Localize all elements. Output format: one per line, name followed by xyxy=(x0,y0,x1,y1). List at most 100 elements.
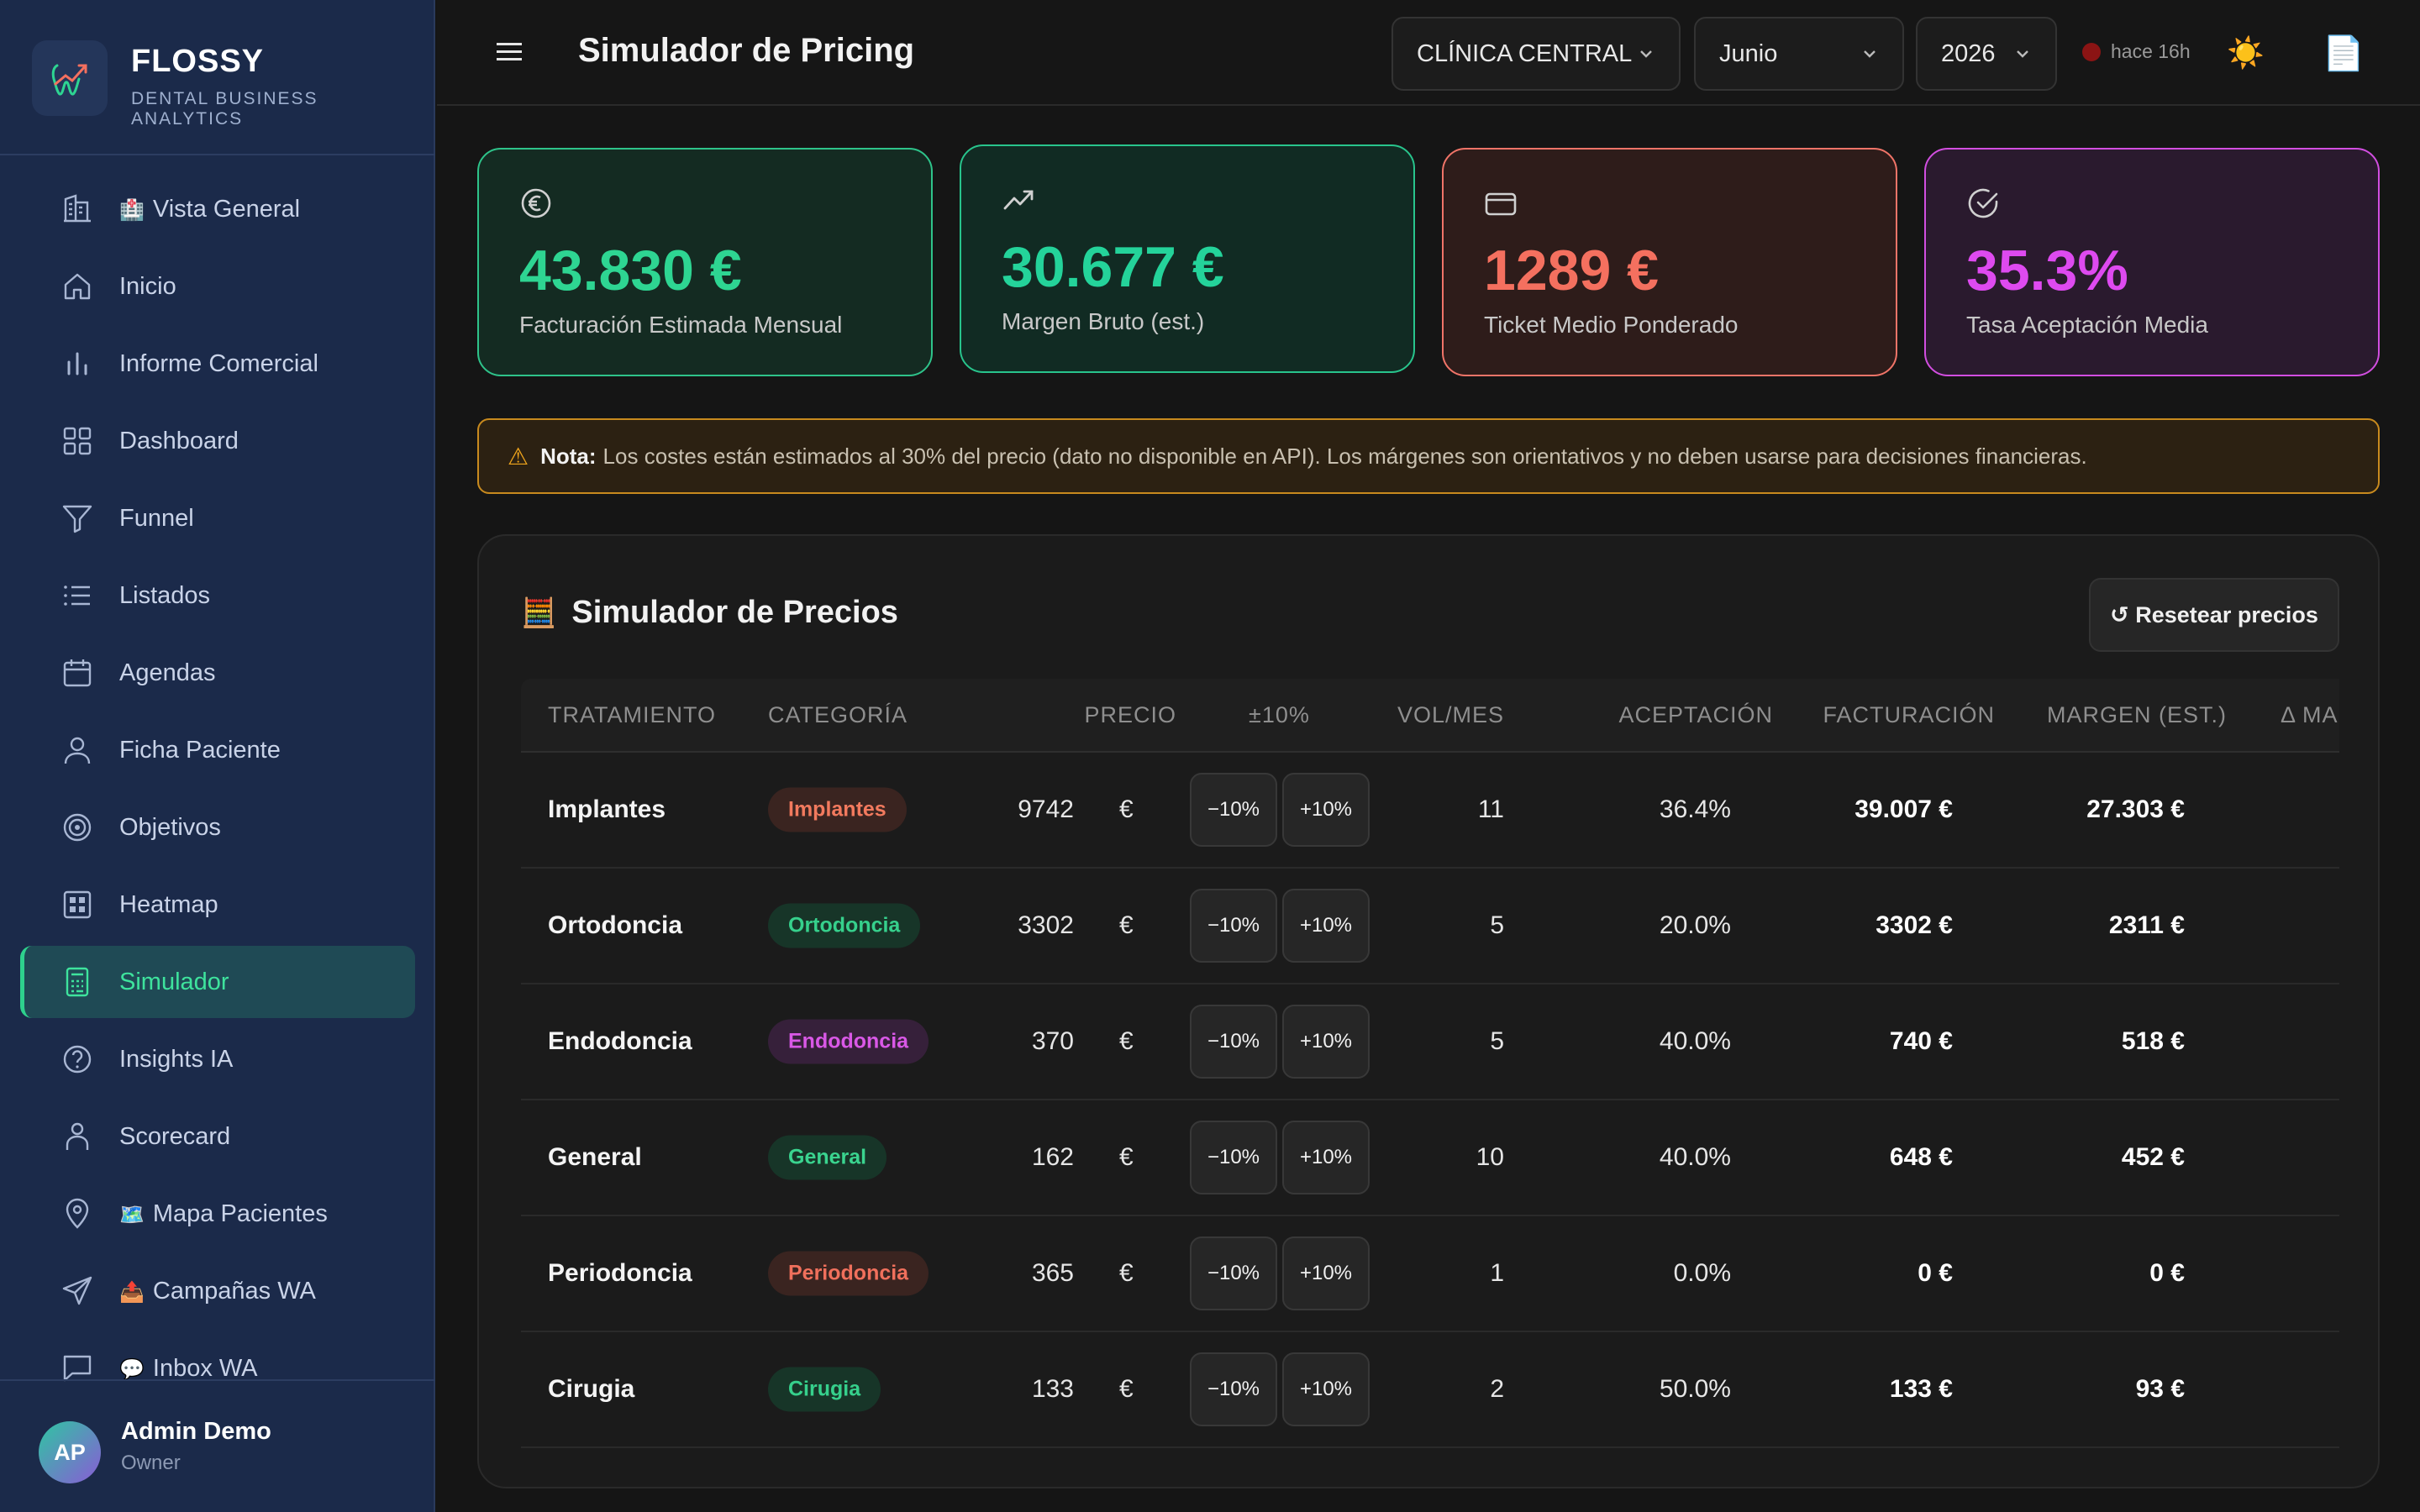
clinic-select[interactable]: CLÍNICA CENTRAL xyxy=(1392,17,1681,91)
sun-icon[interactable]: ☀️ xyxy=(2227,35,2265,70)
kpi-label: Ticket Medio Ponderado xyxy=(1484,312,1739,338)
sidebar-item-funnel[interactable]: Funnel xyxy=(20,482,415,554)
sidebar-item-heatmap[interactable]: Heatmap xyxy=(20,869,415,941)
document-icon[interactable]: 📄 xyxy=(2323,35,2365,72)
sidebar-item-inicio[interactable]: Inicio xyxy=(20,250,415,323)
increase-price-button[interactable]: +10% xyxy=(1282,1005,1370,1079)
kpi-value: 1289 € xyxy=(1484,239,1659,302)
chevron-down-icon xyxy=(1864,50,1876,58)
column-header: CATEGORÍA xyxy=(768,702,908,727)
building-icon xyxy=(60,192,94,226)
decrease-price-button[interactable]: −10% xyxy=(1190,1121,1277,1194)
decrease-price-button[interactable]: −10% xyxy=(1190,773,1277,847)
category-badge: General xyxy=(768,1135,887,1180)
price-value: 370 xyxy=(1031,1027,1074,1055)
sidebar-item-insights-ia[interactable]: Insights IA xyxy=(20,1023,415,1095)
menu-icon[interactable] xyxy=(492,35,526,69)
sidebar-item-campañas-wa[interactable]: 📤 Campañas WA xyxy=(20,1255,415,1327)
year-select[interactable]: 2026 xyxy=(1916,17,2057,91)
price-value: 9742 xyxy=(1018,795,1074,823)
billing-value: 0 € xyxy=(1918,1259,1953,1287)
decrease-price-button[interactable]: −10% xyxy=(1190,1005,1277,1079)
increase-price-button[interactable]: +10% xyxy=(1282,1352,1370,1426)
sidebar-item-label: Ficha Paciente xyxy=(119,737,281,764)
sidebar-item-listados[interactable]: Listados xyxy=(20,559,415,632)
treatment-name: Periodoncia xyxy=(548,1259,692,1287)
avatar[interactable]: AP xyxy=(39,1421,101,1483)
billing-value: 39.007 € xyxy=(1854,795,1953,823)
tooth-logo-icon[interactable] xyxy=(32,40,108,116)
send-icon xyxy=(60,1274,94,1308)
sidebar-item-text: Mapa Pacientes xyxy=(152,1200,328,1227)
margin-value: 2311 € xyxy=(2108,911,2185,939)
sidebar-item-label: 🗺️ Mapa Pacientes xyxy=(119,1200,328,1228)
user-profile[interactable]: AP Admin Demo Owner xyxy=(0,1379,435,1512)
sidebar-item-agendas[interactable]: Agendas xyxy=(20,637,415,709)
chevron-down-icon xyxy=(1640,50,1652,58)
topbar: Simulador de Pricing CLÍNICA CENTRAL Jun… xyxy=(437,0,2420,106)
margin-value: 0 € xyxy=(2149,1259,2185,1287)
treatment-name: Cirugia xyxy=(548,1375,635,1403)
sidebar: FLOSSY DENTAL BUSINESS ANALYTICS 🏥 Vista … xyxy=(0,0,435,1512)
treatment-name: Ortodoncia xyxy=(548,911,683,939)
sidebar-item-inbox-wa[interactable]: 💬 Inbox WA xyxy=(20,1332,415,1404)
sidebar-item-scorecard[interactable]: Scorecard xyxy=(20,1100,415,1173)
decrease-price-button[interactable]: −10% xyxy=(1190,889,1277,963)
billing-value: 740 € xyxy=(1889,1027,1953,1055)
brand-name: FLOSSY xyxy=(131,44,265,79)
month-select[interactable]: Junio xyxy=(1694,17,1904,91)
help-circle-icon xyxy=(60,1042,94,1076)
sidebar-item-text: Informe Comercial xyxy=(119,349,318,377)
volume-value: 11 xyxy=(1477,795,1504,823)
increase-price-button[interactable]: +10% xyxy=(1282,889,1370,963)
sidebar-item-label: Heatmap xyxy=(119,891,218,919)
acceptance-value: 20.0% xyxy=(1659,911,1731,939)
kpi-label: Facturación Estimada Mensual xyxy=(519,312,843,338)
treatment-name: Endodoncia xyxy=(548,1027,692,1055)
decrease-price-button[interactable]: −10% xyxy=(1190,1352,1277,1426)
acceptance-value: 50.0% xyxy=(1659,1375,1731,1403)
sidebar-item-vista-general[interactable]: 🏥 Vista General xyxy=(20,173,415,245)
sidebar-item-simulador[interactable]: Simulador xyxy=(20,946,415,1018)
sidebar-item-objetivos[interactable]: Objetivos xyxy=(20,791,415,864)
margin-value: 452 € xyxy=(2121,1143,2185,1171)
increase-price-button[interactable]: +10% xyxy=(1282,1121,1370,1194)
treatment-name: General xyxy=(548,1143,642,1171)
sidebar-item-mapa-pacientes[interactable]: 🗺️ Mapa Pacientes xyxy=(20,1178,415,1250)
credit-card-icon xyxy=(1485,192,1517,216)
funnel-icon xyxy=(60,501,94,535)
sidebar-item-informe-comercial[interactable]: Informe Comercial xyxy=(20,328,415,400)
acceptance-value: 40.0% xyxy=(1659,1027,1731,1055)
price-value: 133 xyxy=(1031,1375,1074,1403)
kpi-label: Tasa Aceptación Media xyxy=(1966,312,2208,338)
sidebar-item-ficha-paciente[interactable]: Ficha Paciente xyxy=(20,714,415,786)
month-select-value: Junio xyxy=(1719,39,1778,67)
column-header: ±10% xyxy=(1249,702,1310,727)
sidebar-item-label: Listados xyxy=(119,582,210,610)
price-value: 365 xyxy=(1031,1259,1074,1287)
sidebar-item-text: Simulador xyxy=(119,968,229,995)
decrease-price-button[interactable]: −10% xyxy=(1190,1236,1277,1310)
currency-symbol: € xyxy=(1119,1259,1134,1287)
bar-chart-icon xyxy=(60,347,94,381)
sidebar-emoji-icon: 🏥 xyxy=(119,198,145,222)
billing-value: 133 € xyxy=(1889,1375,1953,1403)
sidebar-item-label: Funnel xyxy=(119,505,194,533)
sidebar-item-label: 💬 Inbox WA xyxy=(119,1355,258,1383)
currency-symbol: € xyxy=(1119,911,1134,939)
price-simulator-panel: 🧮 Simulador de Precios ↺ Resetear precio… xyxy=(477,534,2380,1488)
column-header: Δ MARGEN xyxy=(2281,702,2339,727)
heatmap-icon xyxy=(60,888,94,921)
sidebar-item-text: Scorecard xyxy=(119,1122,231,1150)
note-label: Nota: xyxy=(540,443,597,469)
volume-value: 5 xyxy=(1490,1027,1504,1055)
increase-price-button[interactable]: +10% xyxy=(1282,1236,1370,1310)
message-icon xyxy=(60,1352,94,1385)
column-header: PRECIO xyxy=(1084,702,1176,727)
map-pin-icon xyxy=(60,1197,94,1231)
reset-prices-button[interactable]: ↺ Resetear precios xyxy=(2089,578,2339,652)
volume-value: 5 xyxy=(1490,911,1504,939)
sidebar-item-dashboard[interactable]: Dashboard xyxy=(20,405,415,477)
sidebar-item-text: Inicio xyxy=(119,272,176,300)
increase-price-button[interactable]: +10% xyxy=(1282,773,1370,847)
